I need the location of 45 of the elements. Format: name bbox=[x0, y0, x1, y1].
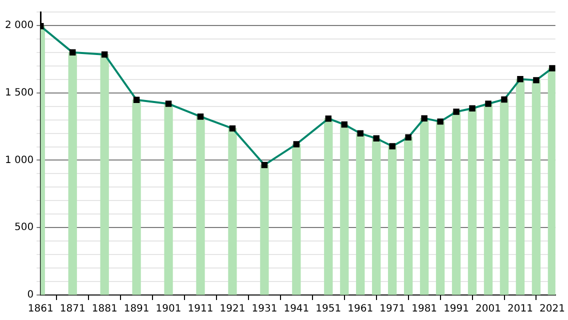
bar bbox=[388, 146, 397, 295]
bar bbox=[100, 54, 109, 295]
x-tick-label: 1971 bbox=[380, 304, 406, 315]
x-tick-label: 1941 bbox=[284, 304, 310, 315]
bar bbox=[468, 108, 477, 295]
x-tick-label: 1901 bbox=[156, 304, 182, 315]
bar bbox=[452, 111, 461, 295]
bar bbox=[484, 103, 493, 295]
y-tick-label: 1 000 bbox=[4, 154, 34, 166]
y-tick-label: 500 bbox=[14, 222, 34, 234]
x-tick-label: 1871 bbox=[60, 304, 86, 315]
bar bbox=[292, 144, 301, 295]
bar bbox=[164, 103, 173, 295]
bar bbox=[68, 52, 77, 295]
x-tick-label: 1961 bbox=[348, 304, 374, 315]
bar bbox=[132, 100, 141, 295]
bar bbox=[260, 164, 269, 295]
x-tick-label: 1931 bbox=[252, 304, 278, 315]
x-tick-label: 2021 bbox=[539, 304, 565, 315]
x-tick-label: 1911 bbox=[188, 304, 214, 315]
bar bbox=[356, 133, 365, 295]
bar bbox=[404, 137, 413, 295]
bar bbox=[324, 118, 333, 295]
bar bbox=[548, 68, 556, 295]
x-tick-label: 1991 bbox=[444, 304, 470, 315]
bar bbox=[372, 138, 381, 295]
x-tick-label: 1951 bbox=[316, 304, 342, 315]
x-tick-label: 1881 bbox=[92, 304, 118, 315]
bar bbox=[340, 124, 349, 295]
x-tick-label: 1921 bbox=[220, 304, 246, 315]
x-tick-label: 2011 bbox=[508, 304, 533, 315]
x-tick-label: 1981 bbox=[412, 304, 438, 315]
bar bbox=[500, 99, 509, 295]
bar bbox=[196, 116, 205, 295]
y-tick-label: 2 000 bbox=[4, 20, 34, 32]
bar bbox=[532, 80, 541, 295]
bar bbox=[516, 78, 525, 295]
bar bbox=[420, 118, 429, 295]
x-tick-label: 1891 bbox=[124, 304, 150, 315]
y-tick-label: 1 500 bbox=[4, 87, 34, 98]
bar bbox=[228, 128, 237, 295]
x-tick-label: 1861 bbox=[28, 304, 54, 315]
x-tick-label: 2001 bbox=[476, 304, 501, 315]
y-tick-label: 0 bbox=[27, 290, 34, 301]
bar bbox=[436, 121, 445, 295]
